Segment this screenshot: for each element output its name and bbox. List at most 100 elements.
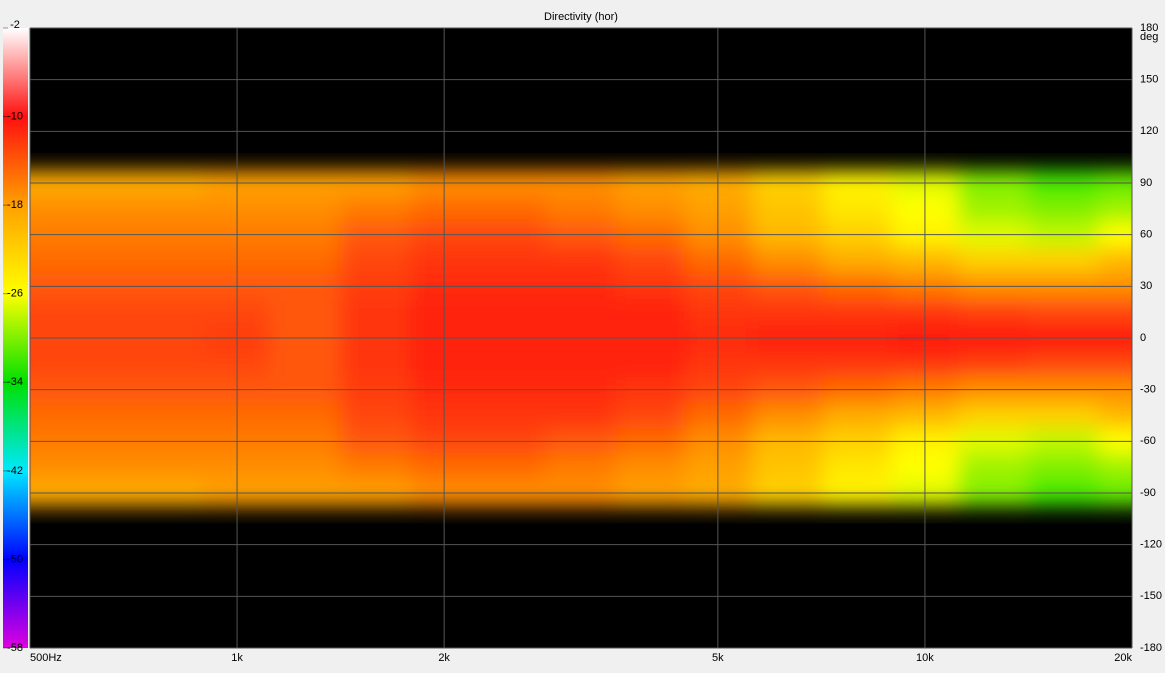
heat-cell bbox=[1028, 350, 1100, 378]
colorbar-tick-label: -18 bbox=[7, 199, 23, 211]
colorbar-tick-label: -34 bbox=[7, 376, 23, 388]
heat-cell bbox=[615, 247, 686, 274]
heat-cell bbox=[752, 454, 824, 481]
heat-cell bbox=[958, 247, 1029, 274]
heat-cell bbox=[822, 350, 893, 378]
heat-cell bbox=[615, 299, 686, 326]
heat-cell bbox=[340, 350, 412, 378]
heat-cell bbox=[477, 247, 546, 274]
heat-cell bbox=[30, 402, 66, 429]
heat-cell bbox=[545, 350, 617, 378]
y-tick-label: 180 bbox=[1140, 22, 1158, 34]
heat-cell bbox=[340, 195, 412, 223]
heat-cell bbox=[64, 350, 136, 378]
heat-cell bbox=[545, 299, 617, 326]
y-tick-label: 60 bbox=[1140, 229, 1152, 241]
y-axis-unit: deg bbox=[1140, 31, 1158, 43]
heat-cell bbox=[752, 247, 824, 274]
heat-cell bbox=[270, 195, 342, 223]
x-tick-label: 500Hz bbox=[30, 652, 62, 664]
heat-cell bbox=[270, 247, 342, 274]
heat-cell bbox=[270, 299, 342, 326]
heat-cell bbox=[752, 195, 824, 223]
heat-cell bbox=[1098, 195, 1132, 223]
heat-cell bbox=[64, 247, 136, 274]
heat-cell bbox=[822, 402, 893, 429]
heat-cell bbox=[684, 454, 753, 481]
heat-cell bbox=[340, 299, 412, 326]
heat-cell bbox=[30, 454, 66, 481]
x-tick-label: 20k bbox=[1114, 652, 1132, 664]
chart-title: Directivity (hor) bbox=[544, 11, 618, 23]
heat-cell bbox=[134, 299, 205, 326]
heat-cell bbox=[822, 195, 893, 223]
heat-cell bbox=[1098, 402, 1132, 429]
heat-cell bbox=[477, 350, 546, 378]
heat-cell bbox=[30, 195, 66, 223]
heat-cell bbox=[64, 402, 136, 429]
heat-cell bbox=[30, 299, 66, 326]
colorbar-tick-label: -10 bbox=[7, 110, 23, 122]
heat-cell bbox=[1028, 454, 1100, 481]
heat-cell bbox=[958, 299, 1029, 326]
heat-cell bbox=[340, 402, 412, 429]
heat-cell bbox=[545, 195, 617, 223]
heat-cell bbox=[270, 402, 342, 429]
y-tick-label: 90 bbox=[1140, 177, 1152, 189]
heat-cell bbox=[1098, 350, 1132, 378]
x-tick-label: 2k bbox=[438, 652, 450, 664]
x-tick-label: 1k bbox=[231, 652, 243, 664]
heat-cell bbox=[64, 454, 136, 481]
heat-cell bbox=[822, 247, 893, 274]
heat-cell bbox=[477, 195, 546, 223]
x-tick-label: 5k bbox=[712, 652, 724, 664]
heat-cell bbox=[1098, 247, 1132, 274]
heat-cell bbox=[1098, 299, 1132, 326]
heat-cell bbox=[822, 299, 893, 326]
heat-cell bbox=[134, 247, 205, 274]
heat-cell bbox=[1028, 247, 1100, 274]
colorbar bbox=[3, 28, 28, 648]
heat-cell bbox=[958, 402, 1029, 429]
heat-cell bbox=[134, 402, 205, 429]
heat-cell bbox=[684, 402, 753, 429]
y-tick-label: -60 bbox=[1140, 435, 1156, 447]
y-tick-label: 120 bbox=[1140, 125, 1158, 137]
heat-cell bbox=[477, 402, 546, 429]
heat-cell bbox=[752, 402, 824, 429]
heat-cell bbox=[615, 402, 686, 429]
heat-cell bbox=[545, 247, 617, 274]
heat-cell bbox=[134, 454, 205, 481]
colorbar-tick-label: -50 bbox=[7, 553, 23, 565]
heat-cell bbox=[270, 350, 342, 378]
heat-cell bbox=[30, 247, 66, 274]
heat-cell bbox=[477, 299, 546, 326]
heat-cell bbox=[684, 247, 753, 274]
heat-cell bbox=[30, 350, 66, 378]
heat-cell bbox=[270, 454, 342, 481]
heat-cell bbox=[1028, 299, 1100, 326]
y-tick-label: -180 bbox=[1140, 642, 1162, 654]
y-tick-label: -150 bbox=[1140, 590, 1162, 602]
y-tick-label: 30 bbox=[1140, 280, 1152, 292]
heat-cell bbox=[615, 350, 686, 378]
heat-cell bbox=[134, 350, 205, 378]
heat-cell bbox=[340, 247, 412, 274]
y-tick-label: -90 bbox=[1140, 487, 1156, 499]
y-tick-label: 150 bbox=[1140, 74, 1158, 86]
heat-cell bbox=[134, 195, 205, 223]
heat-cell bbox=[822, 454, 893, 481]
heat-cell bbox=[545, 402, 617, 429]
colorbar-tick-label: -26 bbox=[7, 288, 23, 300]
colorbar-tick-label: -42 bbox=[7, 465, 23, 477]
colorbar-tick-label: -58 bbox=[7, 642, 23, 654]
heat-cell bbox=[684, 350, 753, 378]
heat-cell bbox=[1028, 402, 1100, 429]
y-tick-label: -30 bbox=[1140, 384, 1156, 396]
heat-cell bbox=[340, 454, 412, 481]
heat-cell bbox=[684, 195, 753, 223]
heat-cell bbox=[752, 299, 824, 326]
heat-cell bbox=[684, 299, 753, 326]
heat-cell bbox=[1028, 195, 1100, 223]
